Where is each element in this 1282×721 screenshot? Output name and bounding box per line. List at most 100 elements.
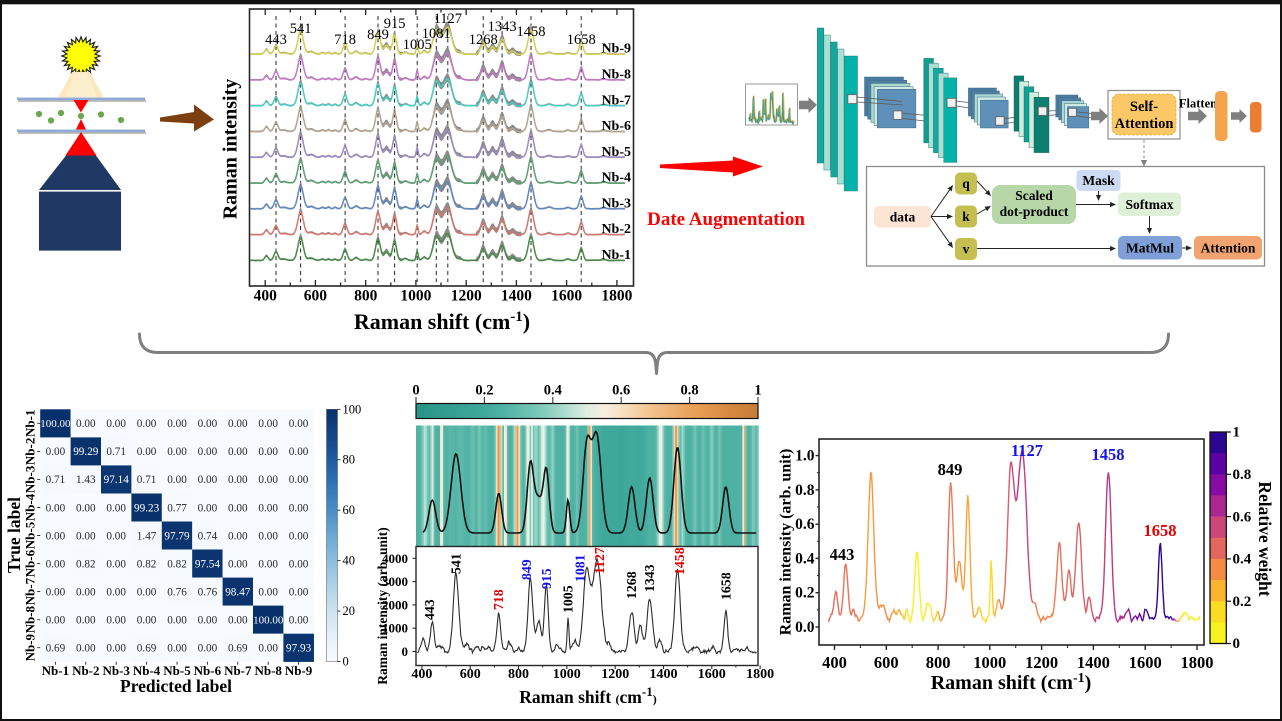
svg-text:Nb-6: Nb-6 (23, 549, 38, 577)
svg-text:Scaled: Scaled (1015, 188, 1053, 203)
svg-text:718: 718 (491, 589, 506, 610)
svg-text:800: 800 (354, 288, 378, 305)
svg-text:1658: 1658 (718, 572, 733, 600)
svg-text:0.00: 0.00 (289, 474, 309, 486)
svg-text:1343: 1343 (642, 564, 657, 592)
svg-text:1458: 1458 (672, 547, 687, 575)
svg-text:Nb-4: Nb-4 (23, 493, 38, 521)
svg-text:0.4: 0.4 (795, 550, 815, 567)
svg-text:0.00: 0.00 (46, 446, 66, 458)
svg-text:0.00: 0.00 (289, 530, 309, 542)
svg-text:Nb-6: Nb-6 (601, 119, 631, 134)
svg-text:0.82: 0.82 (137, 558, 157, 570)
svg-text:q: q (962, 176, 970, 191)
svg-text:Nb-2: Nb-2 (23, 438, 38, 465)
svg-text:Attention: Attention (1115, 116, 1174, 132)
svg-text:0.00: 0.00 (76, 615, 96, 627)
svg-text:1458: 1458 (517, 24, 546, 40)
svg-text:Nb-5: Nb-5 (23, 521, 38, 549)
svg-text:0.00: 0.00 (228, 530, 248, 542)
svg-text:100.00: 100.00 (40, 418, 71, 430)
svg-text:0: 0 (412, 383, 419, 399)
svg-text:0.6: 0.6 (1233, 509, 1252, 525)
svg-text:97.14: 97.14 (104, 474, 130, 486)
svg-text:0.00: 0.00 (228, 474, 248, 486)
svg-text:Softmax: Softmax (1126, 197, 1174, 212)
svg-text:1000: 1000 (553, 667, 581, 682)
svg-text:849: 849 (938, 460, 963, 479)
svg-text:1268: 1268 (469, 32, 498, 48)
svg-text:0.6: 0.6 (612, 383, 630, 399)
svg-text:0.00: 0.00 (167, 474, 187, 486)
svg-text:1081: 1081 (572, 554, 587, 582)
svg-text:0.00: 0.00 (167, 643, 187, 655)
svg-text:0.00: 0.00 (167, 418, 187, 430)
svg-text:Nb-4: Nb-4 (601, 171, 631, 186)
svg-text:0.00: 0.00 (289, 558, 309, 570)
svg-text:400: 400 (822, 653, 847, 672)
svg-text:0.00: 0.00 (76, 586, 96, 598)
svg-text:Mask: Mask (1082, 173, 1115, 188)
svg-text:0.00: 0.00 (258, 530, 278, 542)
svg-text:0.00: 0.00 (137, 615, 157, 627)
svg-text:400: 400 (411, 667, 432, 682)
svg-text:541: 541 (449, 553, 464, 574)
svg-text:Nb-8: Nb-8 (23, 605, 38, 633)
svg-text:1000: 1000 (382, 621, 408, 636)
svg-text:0.00: 0.00 (106, 530, 126, 542)
svg-text:1000: 1000 (973, 653, 1006, 672)
svg-text:2000: 2000 (382, 597, 408, 612)
svg-text:1.43: 1.43 (76, 474, 96, 486)
svg-text:v: v (963, 242, 970, 257)
svg-text:Nb-5: Nb-5 (163, 663, 191, 678)
svg-text:0.2: 0.2 (1233, 594, 1252, 610)
svg-text:1000: 1000 (400, 288, 431, 305)
svg-text:0.82: 0.82 (76, 558, 96, 570)
svg-text:Nb-3: Nb-3 (102, 663, 130, 678)
svg-text:1.47: 1.47 (137, 530, 157, 542)
svg-text:100: 100 (343, 402, 362, 416)
svg-text:0.76: 0.76 (198, 586, 218, 598)
svg-text:600: 600 (460, 667, 481, 682)
svg-text:0.00: 0.00 (258, 558, 278, 570)
svg-text:0.00: 0.00 (106, 586, 126, 598)
svg-text:849: 849 (519, 559, 534, 580)
svg-text:0.69: 0.69 (46, 643, 66, 655)
svg-text:0.71: 0.71 (137, 474, 157, 486)
svg-text:Raman shift (cm-1): Raman shift (cm-1) (931, 671, 1092, 695)
svg-text:0.00: 0.00 (76, 643, 96, 655)
svg-text:541: 541 (290, 21, 312, 37)
svg-text:1200: 1200 (601, 667, 629, 682)
svg-text:0.00: 0.00 (106, 502, 126, 514)
svg-text:0.00: 0.00 (228, 502, 248, 514)
svg-text:0.2: 0.2 (795, 585, 815, 602)
svg-text:1200: 1200 (1025, 653, 1058, 672)
svg-text:0.00: 0.00 (167, 446, 187, 458)
svg-text:Nb-7: Nb-7 (23, 577, 38, 605)
svg-text:1127: 1127 (1011, 441, 1043, 460)
svg-text:Nb-3: Nb-3 (23, 465, 38, 493)
svg-text:0.4: 0.4 (544, 383, 562, 399)
svg-text:0.00: 0.00 (106, 558, 126, 570)
svg-text:0.00: 0.00 (228, 615, 248, 627)
svg-text:Attention: Attention (1201, 240, 1256, 255)
svg-text:0.00: 0.00 (228, 418, 248, 430)
svg-text:60: 60 (343, 503, 356, 517)
svg-text:Raman shift (cm-1): Raman shift (cm-1) (354, 309, 530, 334)
svg-text:1400: 1400 (650, 667, 678, 682)
svg-text:0.0: 0.0 (795, 619, 815, 636)
svg-text:98.47: 98.47 (225, 586, 251, 598)
svg-text:1600: 1600 (1129, 653, 1162, 672)
svg-text:Flatten: Flatten (1179, 97, 1217, 111)
svg-text:718: 718 (334, 32, 356, 48)
svg-text:True label: True label (4, 497, 24, 573)
svg-text:0.00: 0.00 (258, 643, 278, 655)
svg-text:97.79: 97.79 (164, 530, 190, 542)
svg-text:4000: 4000 (382, 551, 408, 566)
svg-text:1458: 1458 (1092, 445, 1125, 464)
svg-text:Nb-1: Nb-1 (23, 410, 38, 437)
svg-text:1400: 1400 (501, 288, 532, 305)
svg-text:97.93: 97.93 (286, 643, 312, 655)
svg-text:0.00: 0.00 (258, 502, 278, 514)
svg-text:1400: 1400 (1077, 653, 1110, 672)
